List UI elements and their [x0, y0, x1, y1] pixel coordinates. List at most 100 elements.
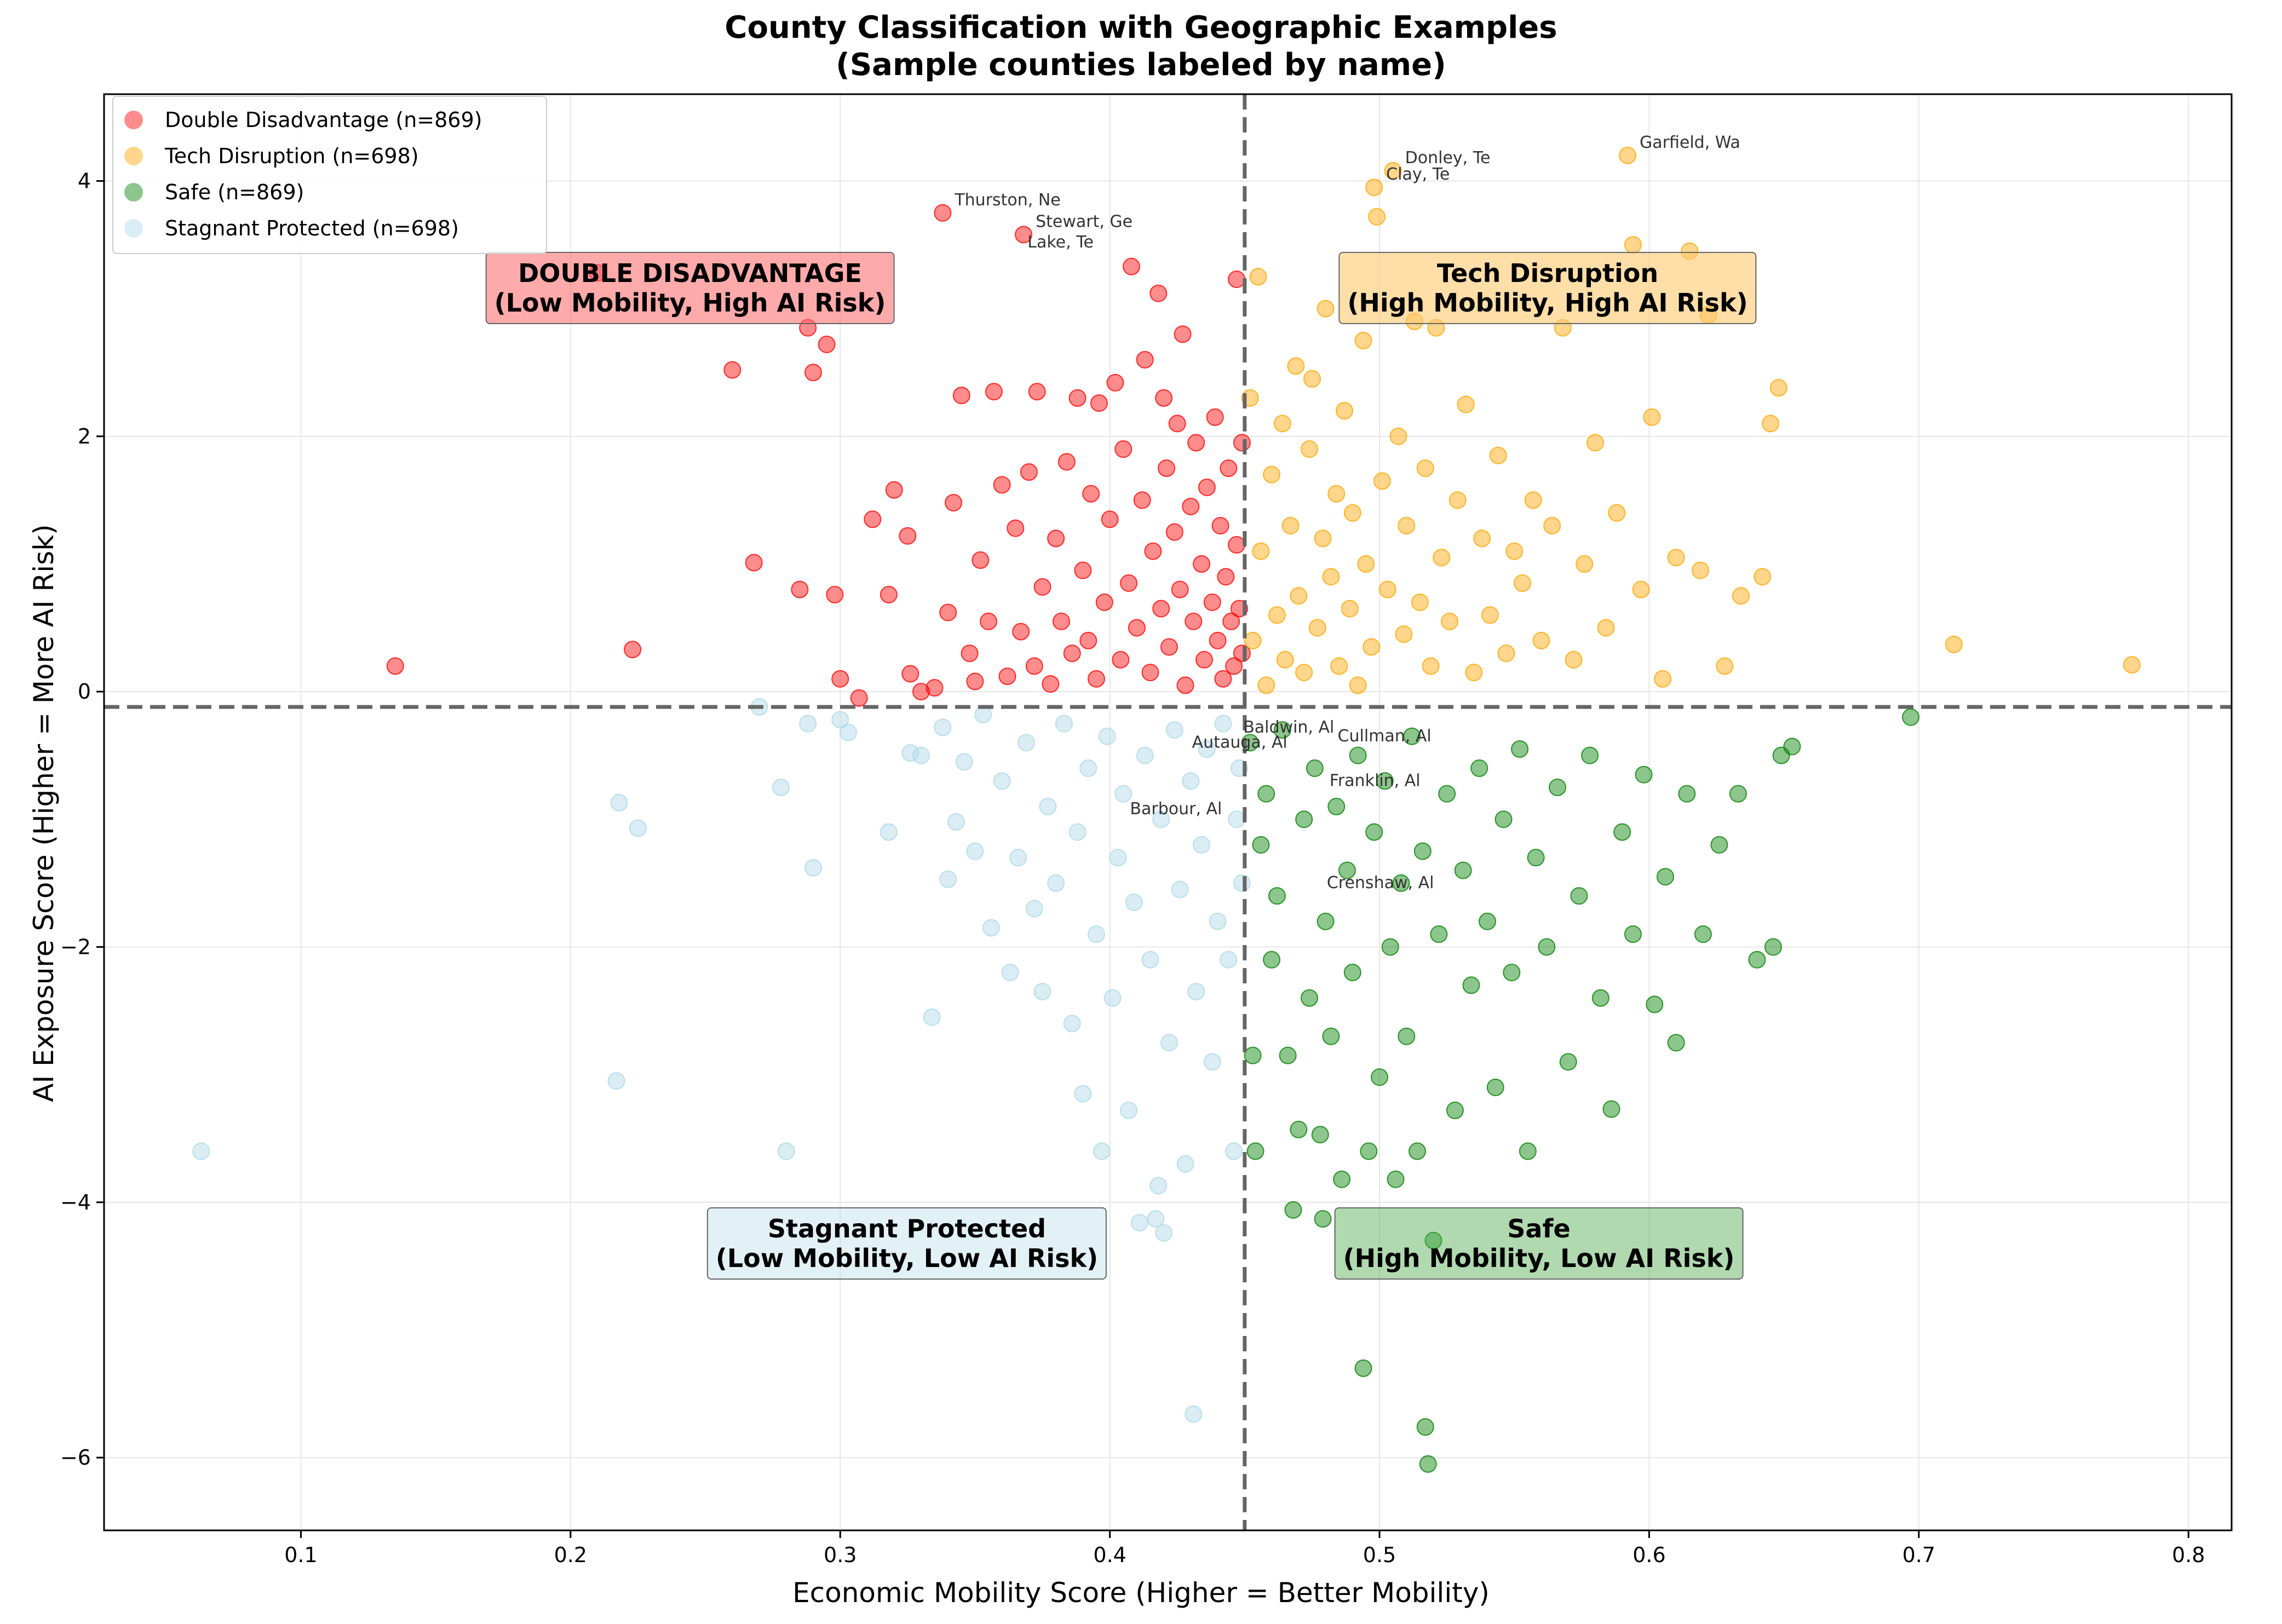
data-point [1112, 650, 1130, 669]
data-point [1257, 676, 1275, 694]
data-point [926, 679, 944, 697]
data-point [1109, 849, 1127, 867]
data-point [1322, 568, 1340, 586]
data-point [1570, 887, 1588, 905]
data-point [1228, 810, 1246, 828]
data-point [1033, 578, 1051, 596]
quadrant-title: Stagnant Protected [767, 1214, 1047, 1243]
data-point [1257, 785, 1275, 803]
data-point [1195, 650, 1213, 669]
data-point [1301, 989, 1319, 1007]
data-point [1103, 989, 1122, 1007]
data-point [1279, 1046, 1297, 1064]
data-point [1330, 657, 1348, 675]
data-point [1565, 650, 1583, 669]
data-point [1416, 459, 1434, 477]
data-point [1079, 759, 1097, 778]
data-point [1233, 434, 1251, 452]
data-point [1486, 1078, 1504, 1096]
county-label: Franklin, Al [1330, 771, 1421, 791]
data-point [1754, 568, 1772, 586]
legend-marker [124, 111, 143, 129]
data-point [1643, 408, 1661, 426]
data-point [1160, 638, 1178, 656]
data-point [1559, 1053, 1577, 1071]
data-point [1114, 785, 1133, 803]
data-point [1384, 162, 1402, 180]
data-point [1306, 759, 1324, 778]
data-point [1505, 542, 1524, 560]
data-point [1317, 300, 1335, 318]
legend-label: Tech Disruption (n=698) [165, 144, 419, 168]
data-point [1419, 1455, 1437, 1473]
data-point [1422, 657, 1440, 675]
data-point [826, 585, 844, 603]
data-point [1198, 479, 1216, 497]
data-point [1130, 1214, 1148, 1232]
data-point [1114, 440, 1133, 458]
x-tick-label: 0.5 [1363, 1543, 1396, 1567]
data-point [1524, 491, 1542, 509]
data-point [1619, 146, 1637, 164]
data-point [1160, 1034, 1178, 1052]
data-point [982, 919, 1000, 937]
quadrant-subtitle: (Low Mobility, Low AI Risk) [715, 1243, 1099, 1273]
data-point [1214, 715, 1232, 733]
data-point [1281, 517, 1300, 535]
data-point [952, 387, 970, 405]
county-label: Autauga, Al [1192, 733, 1287, 752]
data-point [1448, 491, 1467, 509]
data-point [1068, 389, 1087, 407]
data-point [1276, 650, 1294, 669]
data-point [1336, 402, 1354, 420]
data-point [1341, 600, 1359, 618]
data-point [1015, 226, 1033, 244]
data-point [1244, 631, 1262, 649]
data-point [1141, 664, 1159, 682]
data-point [1424, 1231, 1442, 1249]
legend-marker [124, 183, 143, 201]
threshold-lines [104, 94, 2232, 1530]
data-point [1365, 823, 1383, 841]
data-point [1365, 178, 1383, 197]
data-point [955, 753, 973, 771]
data-point [1732, 587, 1750, 605]
data-point [1225, 1142, 1243, 1160]
data-point [772, 779, 790, 797]
quadrant-stagnant-protected: Stagnant Protected (Low Mobility, Low AI… [706, 1207, 1107, 1280]
data-point [1762, 414, 1780, 433]
data-point [1098, 727, 1116, 745]
data-point [1120, 574, 1138, 592]
data-point [1433, 549, 1451, 567]
legend-marker [124, 219, 143, 238]
data-point [777, 1142, 795, 1160]
data-point [1576, 555, 1594, 573]
data-point [1233, 874, 1251, 892]
data-point [1376, 772, 1394, 790]
data-point [1079, 631, 1097, 649]
quadrant-subtitle: (High Mobility, High AI Risk) [1347, 288, 1748, 318]
data-point [1176, 676, 1194, 694]
data-point [1581, 746, 1599, 764]
data-point [966, 842, 984, 860]
data-point [1343, 504, 1361, 522]
data-point [1055, 715, 1073, 733]
data-point [1268, 887, 1286, 905]
quadrant-double-disadvantage: DOUBLE DISADVANTAGE (Low Mobility, High … [485, 252, 895, 324]
data-point [1694, 925, 1712, 943]
data-point [939, 603, 957, 621]
data-point [818, 335, 836, 353]
data-point [993, 772, 1011, 790]
data-point [1155, 389, 1173, 407]
y-tick-label: 4 [78, 169, 91, 193]
data-point [1074, 1085, 1092, 1103]
county-label: Garfield, Wa [1640, 133, 1740, 152]
data-points [192, 146, 2141, 1473]
data-point [1646, 995, 1664, 1013]
data-point [1748, 951, 1766, 969]
data-point [1311, 1126, 1329, 1144]
data-point [1152, 810, 1170, 828]
county-label: Stewart, Ge [1036, 212, 1133, 231]
legend-label: Stagnant Protected (n=698) [165, 216, 459, 240]
data-point [1667, 549, 1685, 567]
